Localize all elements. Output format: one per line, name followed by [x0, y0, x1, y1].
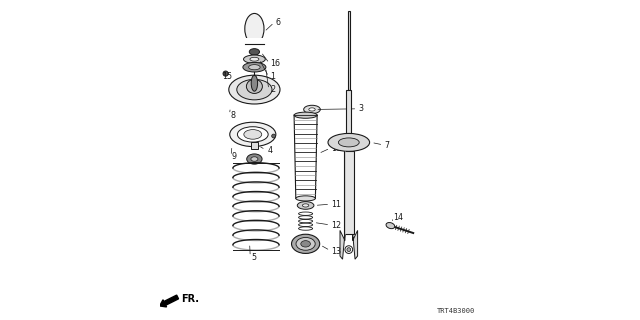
Polygon shape — [353, 230, 358, 259]
Text: 5: 5 — [251, 253, 257, 262]
Ellipse shape — [292, 234, 320, 253]
Ellipse shape — [386, 222, 395, 229]
Text: 16: 16 — [270, 60, 280, 68]
Text: 6: 6 — [275, 18, 280, 27]
Ellipse shape — [237, 79, 272, 100]
Text: 10: 10 — [332, 144, 341, 153]
Ellipse shape — [304, 105, 321, 114]
Text: 12: 12 — [332, 221, 341, 230]
Ellipse shape — [303, 204, 309, 207]
Ellipse shape — [298, 202, 314, 209]
Bar — [245, 38, 264, 44]
Ellipse shape — [296, 237, 316, 250]
Text: 3: 3 — [358, 104, 364, 113]
Ellipse shape — [296, 196, 316, 201]
Text: 4: 4 — [268, 146, 272, 155]
Text: 15: 15 — [223, 72, 232, 81]
Ellipse shape — [243, 62, 266, 72]
Ellipse shape — [248, 65, 260, 70]
Text: 14: 14 — [394, 213, 404, 222]
FancyArrow shape — [159, 295, 179, 307]
Ellipse shape — [301, 241, 310, 247]
Ellipse shape — [251, 157, 258, 161]
Ellipse shape — [244, 130, 262, 139]
Ellipse shape — [328, 133, 370, 151]
Ellipse shape — [294, 112, 317, 118]
Text: 1: 1 — [270, 72, 275, 81]
Text: 13: 13 — [332, 247, 341, 256]
Polygon shape — [340, 230, 345, 259]
Text: 2: 2 — [270, 85, 276, 94]
Text: FR.: FR. — [182, 293, 200, 304]
Bar — [344, 151, 354, 234]
Ellipse shape — [339, 138, 359, 147]
Ellipse shape — [230, 122, 276, 147]
Ellipse shape — [246, 79, 262, 93]
Text: 7: 7 — [384, 141, 389, 150]
Ellipse shape — [244, 13, 264, 44]
Ellipse shape — [272, 134, 276, 138]
Bar — [346, 90, 351, 138]
Bar — [348, 11, 349, 90]
Ellipse shape — [243, 55, 265, 63]
Ellipse shape — [237, 127, 268, 142]
Ellipse shape — [250, 57, 259, 61]
Ellipse shape — [223, 71, 228, 76]
Text: TRT4B3000: TRT4B3000 — [437, 308, 475, 314]
Ellipse shape — [246, 154, 262, 164]
Text: 8: 8 — [230, 111, 236, 120]
Text: 11: 11 — [332, 200, 341, 209]
Text: 9: 9 — [232, 152, 237, 161]
Bar — [251, 142, 259, 149]
Ellipse shape — [249, 49, 260, 55]
Ellipse shape — [228, 75, 280, 104]
Ellipse shape — [251, 75, 257, 91]
Ellipse shape — [347, 248, 351, 252]
Ellipse shape — [309, 108, 315, 111]
